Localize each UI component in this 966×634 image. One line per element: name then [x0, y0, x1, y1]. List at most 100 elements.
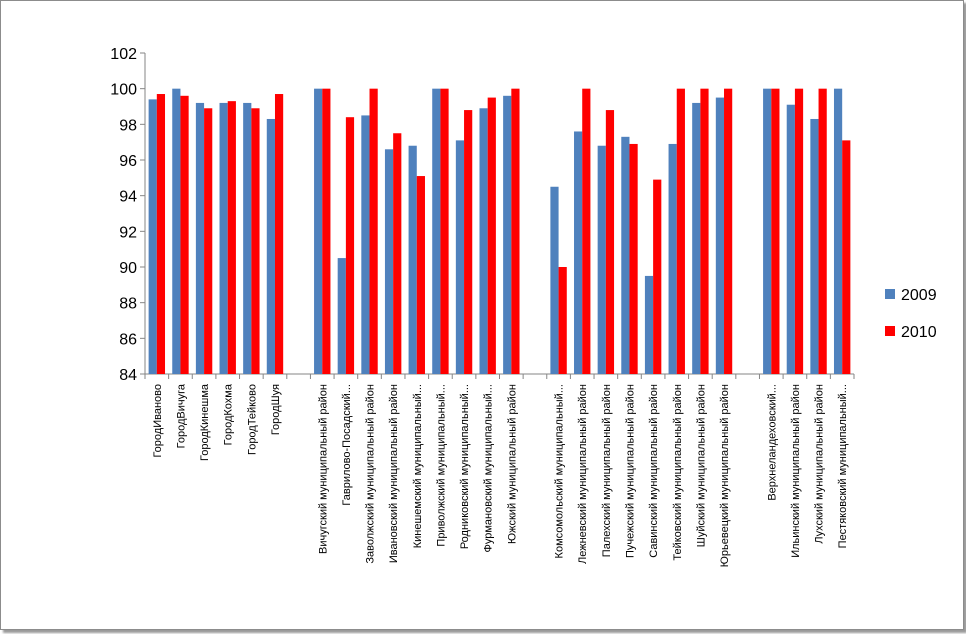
bar-2010-4	[251, 108, 260, 374]
bar-2009-29	[833, 88, 843, 375]
y-tick-label: 102	[110, 46, 137, 63]
bar-2009-19	[597, 145, 606, 374]
bar-2010-2	[204, 108, 213, 374]
bar-2009-24	[715, 97, 725, 374]
bar-2010-0	[156, 94, 166, 375]
x-tick-label: Пучежский муниципальный район	[624, 384, 636, 558]
y-tick-label: 90	[119, 260, 137, 277]
bar-2010-3	[227, 101, 236, 375]
x-tick-label: Гаврилово-Посадский...	[341, 384, 353, 506]
bar-2009-26	[763, 88, 772, 375]
bar-2009-5	[266, 118, 275, 374]
bar-2010-17	[558, 267, 567, 374]
x-tick-label: ГородТейково	[246, 384, 258, 455]
bar-2009-21	[644, 275, 654, 374]
legend-label-2010: 2010	[901, 324, 937, 341]
x-tick-label: Палехский муниципальный район	[601, 384, 613, 557]
x-tick-label: Шуйский муниципальный район	[695, 384, 707, 547]
x-tick-label: Ивановский муниципальный район	[388, 384, 400, 563]
x-tick-label: Лухский муниципальный район	[814, 384, 826, 544]
bar-2010-7	[322, 88, 331, 375]
x-tick-label: Верхнеландеховский...	[766, 384, 778, 501]
y-tick-label: 96	[119, 153, 137, 170]
bar-2010-28	[818, 88, 827, 375]
bars	[148, 88, 851, 375]
bar-2010-15	[511, 88, 520, 375]
bar-2010-26	[771, 88, 780, 375]
bar-2009-7	[314, 88, 323, 375]
bar-2010-12	[440, 88, 449, 375]
bar-2009-18	[574, 131, 583, 374]
bar-2009-17	[550, 186, 559, 374]
y-tick-label: 84	[119, 367, 137, 384]
bar-2009-13	[455, 140, 465, 374]
bar-2009-20	[621, 136, 630, 374]
bar-2010-24	[724, 88, 733, 375]
bar-2009-28	[810, 118, 819, 374]
y-tick-label: 100	[110, 82, 137, 99]
bar-2009-2	[195, 102, 205, 375]
x-tick-label: ГородИваново	[152, 384, 164, 458]
bar-2010-29	[842, 140, 851, 374]
bar-2010-21	[653, 179, 662, 374]
bar-2009-8	[337, 258, 346, 374]
bar-2010-5	[274, 94, 284, 375]
bar-2009-22	[668, 143, 677, 374]
x-tick-label: Юрьевецкий муниципальный район	[719, 384, 731, 567]
bar-2010-14	[487, 97, 496, 374]
bar-2010-8	[345, 117, 355, 374]
bar-2009-11	[408, 145, 417, 374]
bar-2009-4	[243, 102, 252, 375]
bar-2010-13	[464, 110, 473, 374]
x-tick-label: Тейковский муниципальный район	[672, 384, 684, 561]
bar-2010-20	[629, 143, 638, 374]
y-tick-label: 86	[119, 331, 137, 348]
bar-2010-19	[605, 110, 615, 374]
x-tick-label: Савинский муниципальный район	[648, 384, 660, 558]
bar-2009-3	[219, 102, 228, 375]
bar-2010-1	[180, 95, 189, 375]
x-tick-label: Ильинский муниципальный район	[790, 384, 802, 558]
x-tick-label: ГородКохма	[223, 383, 235, 445]
x-tick-label: Приволжский муниципальный...	[435, 384, 447, 547]
bar-2009-1	[172, 88, 181, 375]
x-tick-label: ГородКинешма	[199, 383, 211, 461]
bar-2010-23	[700, 88, 709, 375]
x-tick-label: Вичугский муниципальный район	[317, 384, 329, 554]
bar-2010-22	[676, 88, 685, 375]
bar-2009-15	[503, 95, 512, 375]
bar-2010-10	[393, 133, 402, 374]
x-tick-label: ГородВичуга	[175, 383, 187, 448]
axes: 84 86 88 90 92 94 96 98 100 102	[110, 46, 855, 384]
x-tick-label: Фурмановский муниципальный...	[483, 384, 495, 552]
y-tick-label: 94	[119, 189, 137, 206]
bar-2009-23	[692, 102, 701, 375]
legend-swatch-2010	[885, 326, 895, 336]
legend: 2009 2010	[885, 287, 937, 341]
bar-2009-27	[786, 104, 795, 374]
y-tick-label: 92	[119, 224, 137, 241]
legend-swatch-2009	[885, 289, 895, 299]
bar-2010-9	[369, 88, 378, 375]
x-tick-label: Заволжский муниципальный район	[365, 384, 377, 564]
bar-2009-10	[384, 149, 394, 374]
x-tick-label: Комсомольский муниципальный...	[554, 384, 566, 558]
y-tick-label: 88	[119, 296, 137, 313]
bar-2009-0	[148, 99, 157, 375]
bar-2009-9	[361, 115, 370, 375]
bar-2010-18	[582, 88, 591, 375]
x-tick-labels: ГородИваново ГородВичуга ГородКинешма Город…	[152, 383, 849, 567]
bar-2009-14	[479, 108, 488, 374]
x-tick-label: Кинешемский муниципальный...	[412, 384, 424, 548]
x-tick-label: Южский муниципальный район	[506, 384, 518, 544]
x-tick-label: ГородШуя	[270, 384, 282, 435]
x-tick-label: Лежневский муниципальный район	[577, 384, 589, 564]
legend-label-2009: 2009	[901, 287, 937, 304]
bar-2010-27	[794, 88, 804, 375]
x-tick-label: Пестяковский муниципальный...	[837, 384, 849, 548]
bar-2010-11	[416, 176, 425, 374]
bar-2009-12	[432, 88, 441, 375]
x-tick-label: Родниковский муниципальный...	[459, 384, 471, 549]
